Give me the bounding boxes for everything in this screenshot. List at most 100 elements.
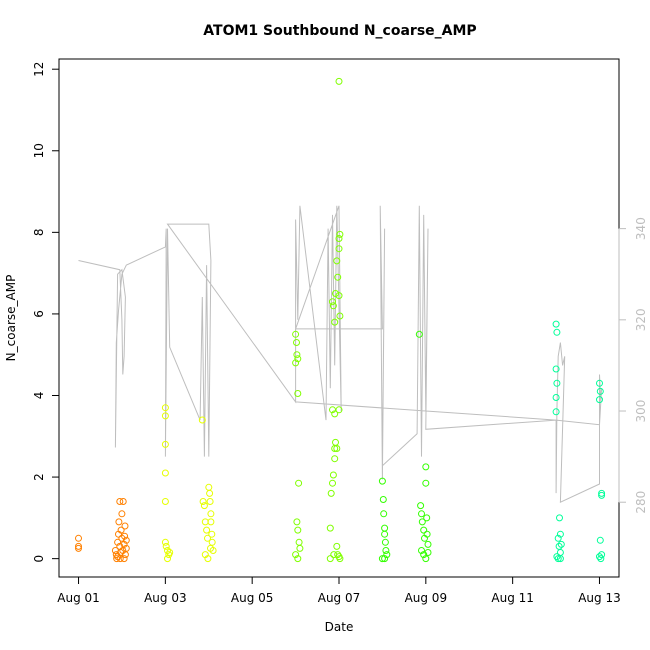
data-point	[552, 365, 560, 373]
x-tick-label: Aug 01	[57, 591, 100, 605]
x-tick-label: Aug 09	[405, 591, 448, 605]
data-point	[335, 292, 343, 300]
x-tick-label: Aug 05	[231, 591, 274, 605]
data-point	[332, 438, 339, 446]
data-point	[422, 555, 430, 563]
data-point	[598, 489, 606, 497]
data-point	[117, 526, 125, 534]
data-point	[200, 502, 208, 510]
data-point	[335, 235, 343, 242]
data-point	[294, 390, 302, 397]
data-point	[420, 526, 428, 534]
data-point	[295, 538, 303, 546]
data-point	[75, 534, 82, 542]
data-point	[553, 553, 561, 561]
x-tick-label: Aug 13	[578, 591, 621, 605]
data-point	[333, 445, 341, 452]
data-point	[553, 379, 561, 387]
data-point	[554, 534, 562, 542]
data-point	[597, 555, 605, 563]
data-point	[327, 489, 335, 497]
data-point	[164, 555, 171, 563]
data-point	[326, 524, 334, 532]
data-point	[296, 544, 304, 552]
y-tick-label: 4	[32, 392, 46, 400]
data-point	[596, 387, 604, 395]
data-point	[206, 489, 214, 497]
data-point	[553, 328, 561, 336]
data-point	[204, 534, 211, 542]
data-point	[330, 551, 338, 559]
y2-tick-label: 280	[634, 491, 648, 514]
data-point	[420, 551, 428, 559]
data-point	[294, 526, 302, 534]
x-axis-label: Date	[325, 620, 354, 634]
data-point	[121, 522, 129, 530]
y2-tick-label: 320	[634, 308, 648, 331]
data-point	[331, 318, 339, 326]
data-point	[206, 498, 214, 505]
data-point	[293, 351, 301, 359]
data-point	[204, 555, 212, 563]
y-tick-label: 10	[32, 143, 46, 158]
data-point	[161, 498, 169, 505]
data-point	[335, 245, 343, 253]
data-point	[115, 518, 123, 526]
y-tick-label: 8	[32, 229, 46, 237]
data-point	[596, 553, 603, 561]
data-point	[207, 518, 215, 526]
data-point	[112, 551, 120, 559]
data-point	[205, 483, 213, 491]
x-tick-label: Aug 03	[144, 591, 187, 605]
data-point	[122, 536, 130, 544]
points-layer	[75, 77, 606, 563]
data-point	[292, 359, 300, 367]
secondary-series-line	[78, 205, 603, 503]
secondary-y-axis: 280 300 320 340	[618, 217, 648, 514]
y-axis: 0 2 4 6 8 10 12	[32, 62, 60, 562]
secondary-line-layer	[78, 205, 603, 503]
data-point	[113, 555, 121, 563]
data-point	[116, 555, 124, 563]
x-tick-label: Aug 11	[491, 591, 534, 605]
y-tick-label: 12	[32, 62, 46, 77]
data-point	[326, 555, 334, 563]
data-point	[333, 542, 341, 550]
data-point	[208, 538, 216, 546]
data-point	[424, 540, 432, 548]
data-point	[121, 532, 129, 540]
data-point	[336, 555, 344, 563]
data-point	[598, 491, 606, 499]
data-point	[198, 416, 206, 424]
data-point	[119, 498, 127, 505]
data-point	[418, 547, 425, 554]
data-point	[383, 551, 391, 559]
data-point	[332, 290, 339, 297]
data-point	[293, 518, 301, 526]
data-point	[552, 320, 560, 328]
data-point	[596, 536, 604, 544]
data-point	[418, 510, 425, 518]
data-point	[381, 538, 389, 546]
data-point	[292, 551, 300, 559]
data-point	[329, 479, 336, 487]
data-point	[207, 544, 214, 552]
data-point	[335, 406, 343, 414]
data-point	[120, 555, 128, 563]
data-point	[552, 408, 560, 416]
y2-tick-label: 340	[634, 217, 648, 240]
y2-tick-label: 300	[634, 400, 648, 423]
data-point	[329, 298, 336, 306]
data-point	[331, 410, 339, 418]
data-point	[556, 530, 564, 538]
data-point	[199, 498, 207, 505]
data-point	[557, 540, 565, 548]
x-axis: Aug 01 Aug 03 Aug 05 Aug 07 Aug 09 Aug 11 Aug …	[57, 576, 621, 605]
data-point	[418, 518, 426, 526]
data-point	[114, 538, 122, 546]
data-point	[422, 463, 430, 471]
data-point	[120, 540, 128, 548]
data-point	[162, 542, 170, 550]
data-point	[293, 339, 300, 346]
